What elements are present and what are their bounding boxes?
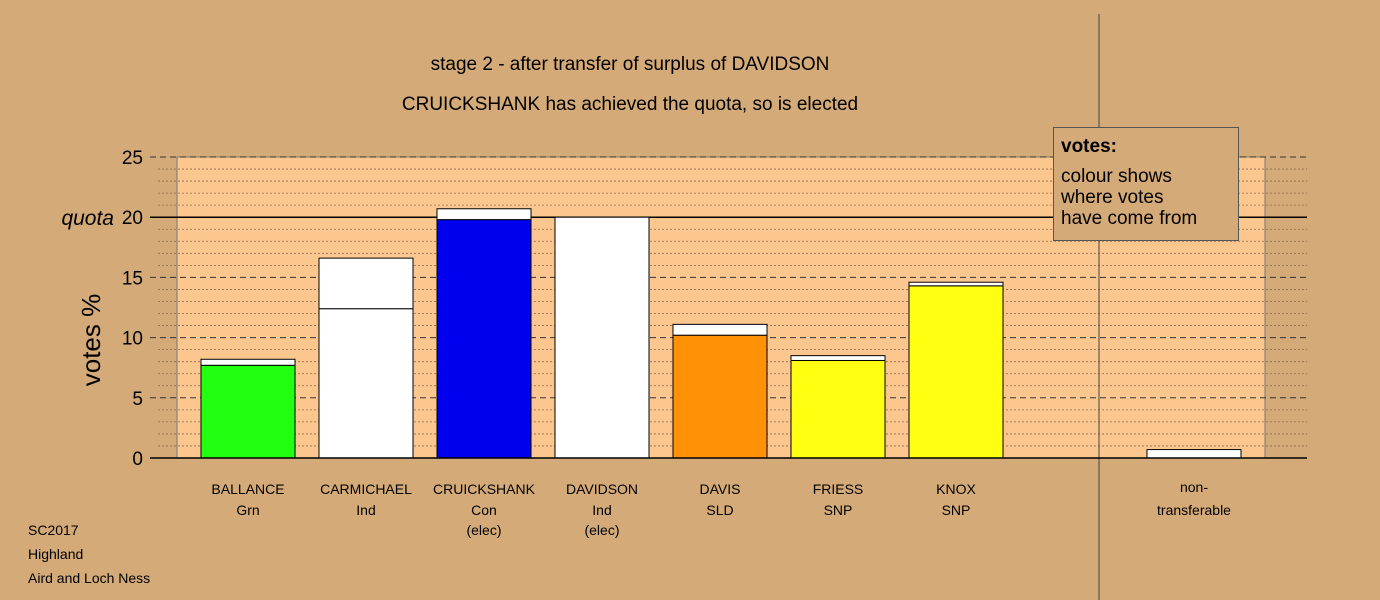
nontransferable-label: non- — [1180, 479, 1208, 495]
y-tick-label: 20 — [122, 208, 143, 229]
candidate-name-label: FRIESS — [813, 481, 864, 497]
y-tick-label: 10 — [122, 329, 143, 350]
chart-subtitle: CRUICKSHANK has achieved the quota, so i… — [401, 94, 859, 115]
candidate-party-label: Ind — [592, 502, 611, 518]
y-tick-label: 25 — [122, 148, 143, 169]
candidate-party-label: SNP — [824, 502, 853, 518]
candidate-party-label: Grn — [236, 502, 259, 518]
bar-segment — [908, 285, 1004, 459]
candidate-name-label: CARMICHAEL — [320, 481, 412, 497]
candidate-note-label: (elec) — [466, 522, 501, 538]
candidate-name-label: KNOX — [936, 481, 976, 497]
legend-line: colour shows — [1061, 166, 1172, 187]
candidate-party-label: Ind — [356, 502, 375, 518]
bar-segment — [672, 334, 768, 459]
bar-segment — [672, 323, 768, 336]
footer-ward: Aird and Loch Ness — [28, 570, 151, 586]
candidate-name-label: CRUICKSHANK — [433, 481, 536, 497]
legend-line: where votes — [1061, 187, 1164, 208]
bar-segment — [318, 308, 414, 459]
nontransferable-bar — [1146, 449, 1242, 459]
footer-council: Highland — [28, 546, 84, 562]
y-tick-label: 0 — [132, 449, 143, 470]
bar-segment — [790, 355, 886, 361]
candidate-party-label: Con — [471, 502, 497, 518]
bar-segment — [436, 219, 532, 459]
bar-segment — [318, 257, 414, 310]
candidate-note-label: (elec) — [584, 522, 619, 538]
y-tick-label: 5 — [132, 389, 143, 410]
candidate-party-label: SLD — [706, 502, 733, 518]
legend-line: have come from — [1061, 208, 1198, 229]
legend-title: votes: — [1061, 136, 1117, 157]
bar-segment — [554, 216, 650, 459]
legend-box: votes: colour shows where votes have com… — [1053, 127, 1239, 241]
candidate-name-label: DAVIS — [700, 481, 741, 497]
candidate-name-label: BALLANCE — [211, 481, 284, 497]
quota-label: quota — [61, 207, 114, 230]
bar-segment — [790, 359, 886, 459]
chart-title: stage 2 - after transfer of surplus of D… — [430, 54, 830, 75]
candidate-party-label: SNP — [942, 502, 971, 518]
y-axis-label: votes % — [76, 294, 106, 387]
bar-segment — [436, 208, 532, 221]
bar-segment — [908, 281, 1004, 287]
footer-election: SC2017 — [28, 522, 79, 538]
bar-segment — [200, 364, 296, 459]
y-tick-label: 15 — [122, 268, 143, 289]
bar-segment — [200, 358, 296, 366]
candidate-name-label: DAVIDSON — [566, 481, 638, 497]
nontransferable-label: transferable — [1157, 502, 1231, 518]
